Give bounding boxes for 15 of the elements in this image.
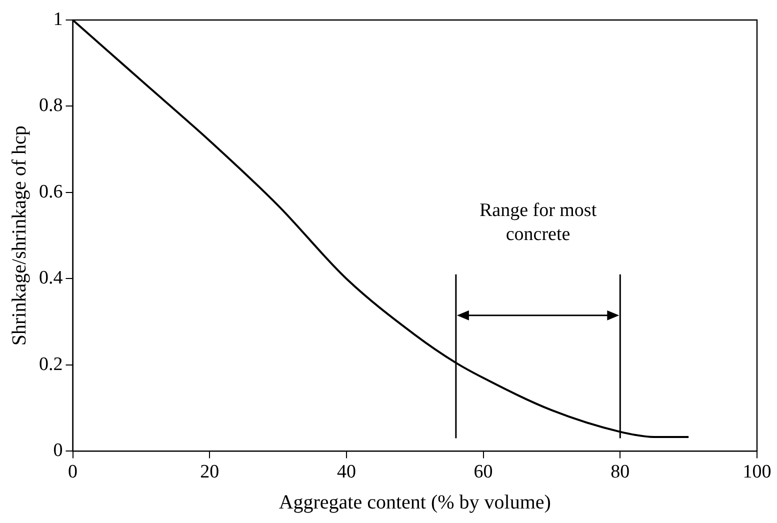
y-tick-label: 0.6 [39,181,63,202]
x-tick-label: 100 [742,462,772,483]
y-tick-label: 1 [53,8,63,30]
y-tick-label: 0.8 [39,95,63,116]
y-tick-label: 0.4 [39,268,64,289]
x-tick-label: 60 [474,462,493,483]
x-tick-label: 20 [200,462,220,483]
x-tick-label: 0 [68,462,78,483]
y-axis-title: Shrinkage/shrinkage of hcp [8,126,30,346]
x-axis-title: Aggregate content (% by volume) [278,491,551,514]
x-tick-label: 80 [610,462,630,483]
x-tick-label: 40 [336,462,356,483]
y-tick-label: 0 [53,440,63,462]
annotation: Range for most concrete [479,200,598,246]
y-tick-label: 0.2 [39,354,63,375]
